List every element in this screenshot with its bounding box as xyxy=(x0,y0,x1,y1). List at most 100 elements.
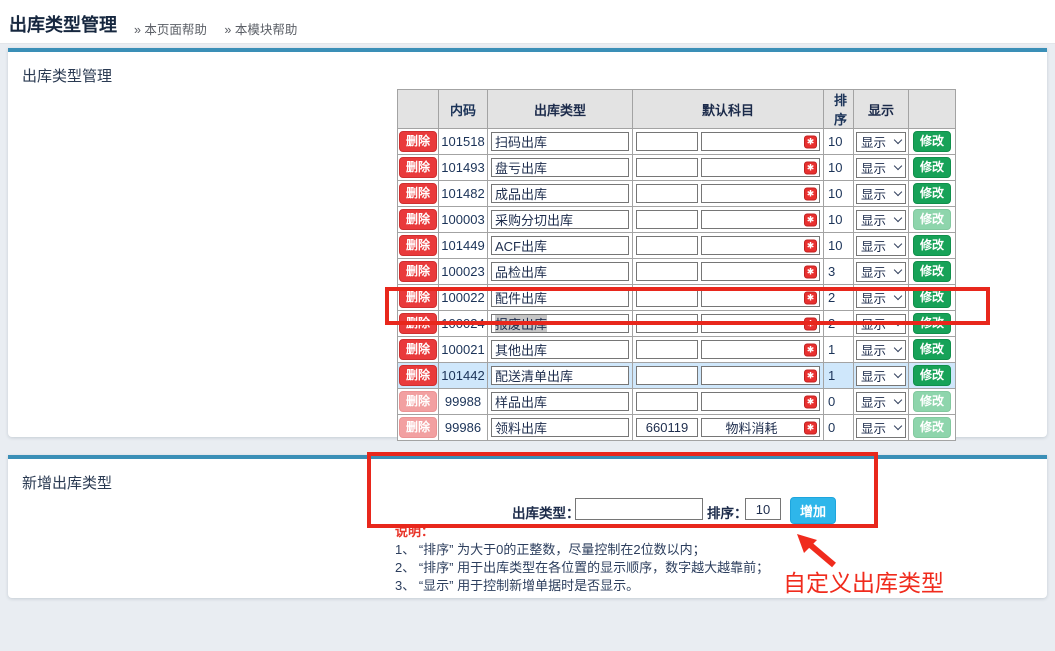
subject-name-input[interactable] xyxy=(701,366,820,385)
delete-button[interactable]: 删除 xyxy=(398,417,437,438)
edit-button[interactable]: 修改 xyxy=(912,183,951,204)
page-title: 出库类型管理 xyxy=(9,15,117,35)
type-input[interactable]: 报废出库 xyxy=(491,314,629,333)
delete-button[interactable]: 删除 xyxy=(398,287,437,308)
page-help-link[interactable]: » 本页面帮助 xyxy=(134,23,207,37)
clear-subject-icon[interactable]: ✱ xyxy=(804,395,817,408)
delete-button[interactable]: 删除 xyxy=(398,131,437,152)
subject-code-input[interactable] xyxy=(636,210,698,229)
clear-subject-icon[interactable]: ✱ xyxy=(804,135,817,148)
note-item: 3、 “显示” 用于控制新增单据时是否显示。 xyxy=(395,578,640,593)
clear-subject-icon[interactable]: ✱ xyxy=(804,369,817,382)
type-input[interactable]: 盘亏出库 xyxy=(491,158,629,177)
show-select[interactable]: 显示 xyxy=(856,235,906,256)
delete-button[interactable]: 删除 xyxy=(398,339,437,360)
subject-name-input[interactable] xyxy=(701,418,820,437)
show-select[interactable]: 显示 xyxy=(856,157,906,178)
note-item: 1、 “排序” 为大于0的正整数，尽量控制在2位数以内； xyxy=(395,542,706,557)
module-help-link[interactable]: » 本模块帮助 xyxy=(224,23,298,37)
show-select-value: 显示 xyxy=(861,318,887,332)
show-select-value: 显示 xyxy=(861,240,887,254)
subject-code-input[interactable] xyxy=(636,340,698,359)
subject-code-input[interactable] xyxy=(636,132,698,151)
edit-button[interactable]: 修改 xyxy=(912,209,951,230)
add-button[interactable]: 增加 xyxy=(790,497,837,524)
show-select[interactable]: 显示 xyxy=(856,391,906,412)
subject-code-input[interactable] xyxy=(636,262,698,281)
show-select[interactable]: 显示 xyxy=(856,261,906,282)
subject-cell: ✱ xyxy=(633,340,823,359)
subject-code-input[interactable] xyxy=(636,236,698,255)
show-select[interactable]: 显示 xyxy=(856,287,906,308)
delete-button[interactable]: 删除 xyxy=(398,313,437,334)
edit-button[interactable]: 修改 xyxy=(912,261,951,282)
type-input[interactable]: 样品出库 xyxy=(491,392,629,411)
show-select[interactable]: 显示 xyxy=(856,313,906,334)
type-input[interactable]: 扫码出库 xyxy=(491,132,629,151)
delete-button[interactable]: 删除 xyxy=(398,183,437,204)
edit-button[interactable]: 修改 xyxy=(912,417,951,438)
subject-name-input[interactable] xyxy=(701,340,820,359)
subject-code-input[interactable] xyxy=(636,158,698,177)
edit-button[interactable]: 修改 xyxy=(912,157,951,178)
subject-name-input[interactable] xyxy=(701,210,820,229)
edit-button[interactable]: 修改 xyxy=(912,339,951,360)
delete-button[interactable]: 删除 xyxy=(398,261,437,282)
show-select[interactable]: 显示 xyxy=(856,339,906,360)
header-delete xyxy=(397,89,439,129)
subject-code-input[interactable] xyxy=(636,366,698,385)
clear-subject-icon[interactable]: ✱ xyxy=(804,343,817,356)
delete-button[interactable]: 删除 xyxy=(398,391,437,412)
show-select[interactable]: 显示 xyxy=(856,417,906,438)
edit-button[interactable]: 修改 xyxy=(912,131,951,152)
delete-button[interactable]: 删除 xyxy=(398,209,437,230)
type-input[interactable]: 品检出库 xyxy=(491,262,629,281)
subject-name-input[interactable] xyxy=(701,262,820,281)
clear-subject-icon[interactable]: ✱ xyxy=(804,213,817,226)
subject-code-input[interactable] xyxy=(636,288,698,307)
type-input[interactable]: 配件出库 xyxy=(491,288,629,307)
new-type-label: 出库类型： xyxy=(512,506,580,521)
subject-cell: ✱ xyxy=(633,184,823,203)
type-input[interactable]: 其他出库 xyxy=(491,340,629,359)
subject-name-input[interactable] xyxy=(701,236,820,255)
type-input[interactable]: ACF出库 xyxy=(491,236,629,255)
type-input-text: 配件出库 xyxy=(495,291,548,306)
edit-button[interactable]: 修改 xyxy=(912,287,951,308)
subject-name-input[interactable] xyxy=(701,392,820,411)
subject-name-input[interactable] xyxy=(701,158,820,177)
type-input[interactable]: 领料出库 xyxy=(491,418,629,437)
clear-subject-icon[interactable]: ✱ xyxy=(804,239,817,252)
new-sort-input[interactable] xyxy=(745,498,781,520)
delete-button[interactable]: 删除 xyxy=(398,235,437,256)
show-select[interactable]: 显示 xyxy=(856,183,906,204)
subject-code-input[interactable] xyxy=(636,184,698,203)
clear-subject-icon[interactable]: ✱ xyxy=(804,421,817,434)
delete-button[interactable]: 删除 xyxy=(398,365,437,386)
new-type-input[interactable] xyxy=(575,498,703,520)
clear-subject-icon[interactable]: ✱ xyxy=(804,317,817,330)
subject-name-input[interactable] xyxy=(701,184,820,203)
show-select-value: 显示 xyxy=(861,188,887,202)
show-select[interactable]: 显示 xyxy=(856,365,906,386)
subject-name-input[interactable] xyxy=(701,314,820,333)
subject-code-input[interactable] xyxy=(636,392,698,411)
clear-subject-icon[interactable]: ✱ xyxy=(804,291,817,304)
subject-name-input[interactable] xyxy=(701,288,820,307)
edit-button[interactable]: 修改 xyxy=(912,391,951,412)
show-select[interactable]: 显示 xyxy=(856,209,906,230)
edit-button[interactable]: 修改 xyxy=(912,313,951,334)
edit-button[interactable]: 修改 xyxy=(912,365,951,386)
show-select[interactable]: 显示 xyxy=(856,131,906,152)
type-input[interactable]: 采购分切出库 xyxy=(491,210,629,229)
edit-button[interactable]: 修改 xyxy=(912,235,951,256)
subject-name-input[interactable] xyxy=(701,132,820,151)
type-input[interactable]: 配送清单出库 xyxy=(491,366,629,385)
delete-button[interactable]: 删除 xyxy=(398,157,437,178)
subject-code-input[interactable] xyxy=(636,418,698,437)
clear-subject-icon[interactable]: ✱ xyxy=(804,187,817,200)
clear-subject-icon[interactable]: ✱ xyxy=(804,161,817,174)
type-input[interactable]: 成品出库 xyxy=(491,184,629,203)
clear-subject-icon[interactable]: ✱ xyxy=(804,265,817,278)
subject-code-input[interactable] xyxy=(636,314,698,333)
